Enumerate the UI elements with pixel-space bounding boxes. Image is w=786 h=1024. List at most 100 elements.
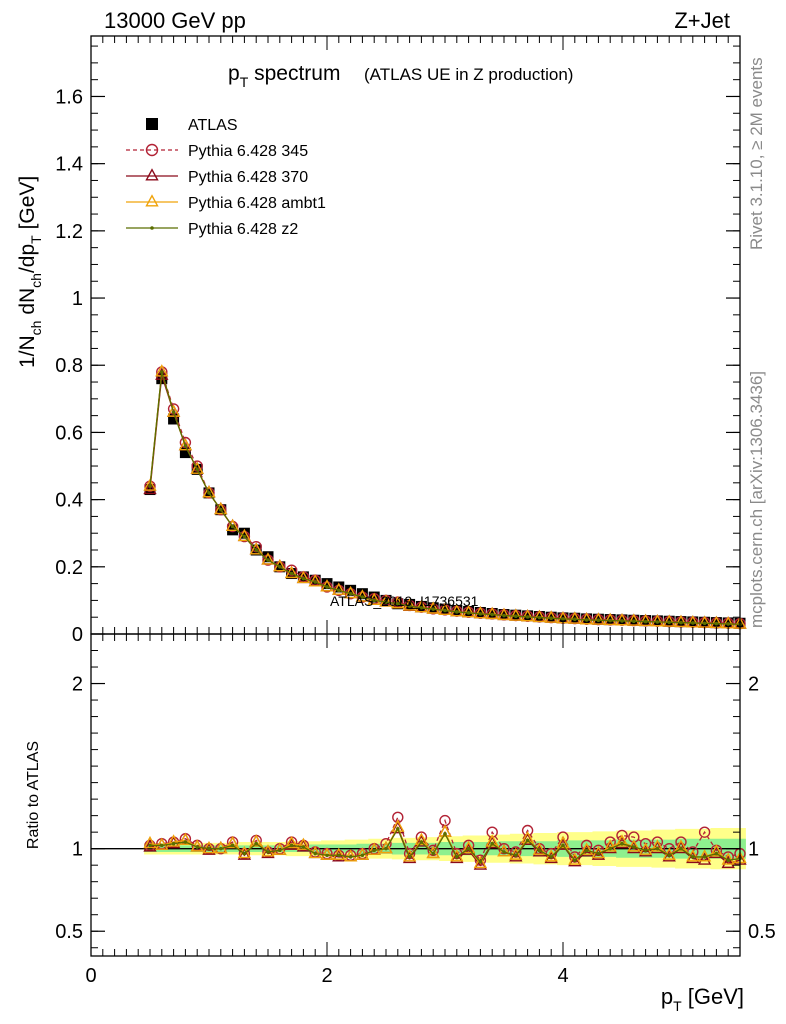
point-4-35	[561, 617, 565, 621]
point-3-7	[225, 518, 240, 532]
legend-marker-1	[145, 143, 159, 157]
main-ytick-label-7: 1.4	[55, 154, 83, 176]
ylabel-b: dN	[16, 288, 39, 321]
main-ytick-label-3: 0.6	[55, 422, 83, 444]
ratio-point-1-36	[568, 854, 582, 867]
chart-title: pT spectrum	[228, 62, 340, 90]
ratio-point-3-46	[691, 855, 695, 859]
point-4-41	[632, 619, 636, 624]
ratio-point-2-15	[320, 847, 334, 860]
series-3	[143, 364, 747, 629]
ratio-ytick-label-right-0: 0.5	[748, 921, 776, 943]
ylabel-a: 1/N	[16, 335, 39, 368]
main-ytick-label-5: 1	[72, 288, 83, 310]
ratio-point-3-30	[502, 850, 506, 854]
point-2-1	[155, 367, 169, 380]
point-4-42	[643, 619, 648, 624]
point-3-4	[190, 461, 204, 474]
ratio-point-3-10	[266, 850, 270, 854]
point-4-34	[549, 616, 553, 621]
point-4-27	[466, 611, 471, 615]
point-4-5	[207, 491, 211, 495]
point-0-19	[368, 591, 380, 603]
main-ytick-label-2: 0.4	[55, 490, 83, 512]
ratio-point-2-9	[249, 834, 263, 847]
point-3-0	[143, 478, 157, 491]
main-ytick-label-0: 0	[72, 624, 83, 646]
ratio-point-1-23	[414, 834, 429, 847]
ratio-point-2-20	[379, 840, 393, 854]
main-y-ticks: 0 0.2 0.4 0.6 0.8 1 1.2 1.4 1.6	[55, 45, 740, 646]
ratio-y-ticks: 0.5 0.5 1 1 2 2	[55, 650, 776, 949]
point-4-10	[266, 558, 270, 562]
point-3-21	[391, 595, 405, 609]
title-sub: T	[240, 74, 249, 90]
point-4-9	[254, 548, 258, 552]
ratio-ytick-label-2: 2	[72, 674, 83, 696]
ratio-panel: 0.5 0.5 1 1 2 2 0 2 4 Ratio to ATLAS pT [GeV]	[25, 633, 776, 1014]
ratio-point-3-4	[195, 845, 199, 849]
point-4-3	[183, 444, 188, 448]
point-4-39	[608, 618, 612, 623]
point-4-36	[573, 617, 577, 622]
point-4-33	[537, 615, 542, 620]
ratio-point-2-17	[343, 849, 358, 862]
point-4-0	[148, 484, 152, 488]
ratio-point-1-8	[237, 847, 252, 860]
ratio-point-3-41	[632, 845, 636, 849]
ylabel-b-sub: ch	[28, 273, 44, 288]
point-3-36	[568, 611, 582, 624]
ratio-point-3-33	[537, 848, 542, 853]
legend-marker-0	[146, 118, 158, 130]
ratio-point-2-22	[402, 849, 417, 862]
point-3-6	[214, 501, 228, 515]
point-4-22	[407, 604, 412, 608]
ratio-point-3-20	[384, 846, 388, 851]
ratio-point-2-28	[473, 855, 488, 869]
ratio-point-1-27	[461, 842, 476, 855]
main-ytick-label-4: 0.8	[55, 355, 83, 377]
ratio-point-3-1	[160, 843, 164, 848]
ratio-point-1-47	[697, 852, 712, 865]
point-0-8	[238, 527, 250, 539]
ratio-point-2-45	[674, 839, 688, 852]
point-4-15	[325, 585, 329, 589]
point-4-46	[691, 621, 695, 625]
ratio-point-3-44	[667, 853, 671, 858]
header-right: Z+Jet	[674, 8, 730, 33]
ratio-point-3-38	[596, 851, 601, 856]
point-0-3	[179, 447, 191, 459]
point-3-22	[402, 598, 417, 611]
point-3-40	[615, 613, 629, 626]
point-0-16	[333, 581, 345, 593]
legend-label-1: Pythia 6.428 345	[188, 143, 308, 160]
ratio-point-3-40	[620, 841, 624, 846]
point-3-28	[473, 606, 488, 619]
point-4-25	[443, 608, 447, 613]
point-3-23	[414, 599, 429, 613]
x-axis-label: pT [GeV]	[661, 984, 744, 1014]
series-1	[144, 366, 746, 630]
point-3-44	[662, 614, 676, 627]
point-0-17	[345, 584, 357, 596]
ratio-point-2-2	[166, 834, 181, 847]
ratio-point-3-13	[301, 845, 306, 849]
series-line-3	[149, 371, 741, 625]
ratio-point-1-44	[662, 849, 676, 862]
main-ytick-label-6: 1.2	[55, 221, 83, 243]
ratio-point-3-49	[726, 858, 730, 863]
series-line-1	[149, 371, 741, 625]
point-3-29	[485, 606, 499, 620]
point-4-11	[278, 565, 282, 569]
point-3-46	[686, 615, 700, 628]
point-4-28	[478, 612, 483, 616]
ratio-point-3-8	[242, 851, 247, 856]
point-4-30	[502, 613, 506, 618]
ratio-point-3-9	[254, 841, 258, 846]
legend: ATLAS Pythia 6.428 345 Pythia 6.428 370 Pyt…	[126, 117, 326, 238]
point-4-44	[667, 620, 671, 625]
point-0-18	[356, 588, 368, 600]
ratio-point-2-37	[579, 842, 594, 855]
point-4-49	[726, 622, 730, 626]
ratio-point-1-13	[296, 839, 311, 852]
